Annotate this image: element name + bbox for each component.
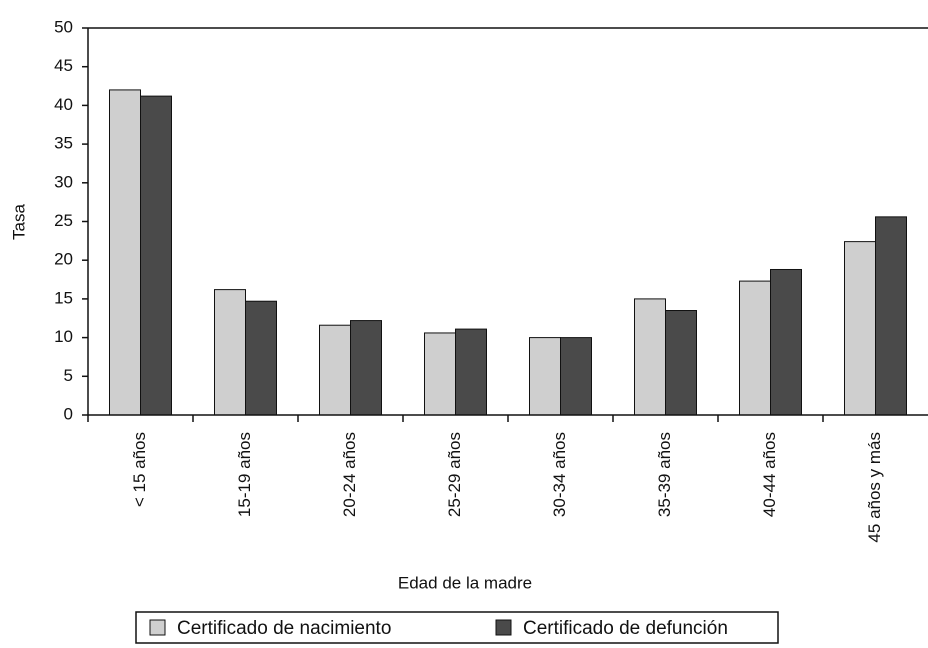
bar: [634, 298, 666, 416]
bar: [770, 268, 802, 416]
y-tick-label: 15: [54, 288, 73, 307]
legend-box: [135, 611, 779, 644]
y-tick-label: 40: [54, 95, 73, 114]
legend-swatch: [495, 619, 512, 636]
y-tick-label: 20: [54, 250, 73, 269]
x-tick-label: 45 años y más: [865, 432, 884, 543]
x-tick-label: 40-44 años: [760, 432, 779, 517]
x-axis-label: Edad de la madre: [398, 573, 532, 592]
y-tick-label: 45: [54, 56, 73, 75]
x-tick-label: 25-29 años: [445, 432, 464, 517]
bar: [319, 324, 351, 416]
legend-label: Certificado de nacimiento: [177, 618, 391, 639]
bar: [245, 300, 277, 416]
bar: [875, 216, 907, 416]
bar: [424, 332, 456, 416]
bar: [560, 337, 592, 416]
x-tick-label: 30-34 años: [550, 432, 569, 517]
y-tick-label: 0: [64, 404, 73, 423]
x-tick-label: 20-24 años: [340, 432, 359, 517]
legend-swatch: [149, 619, 166, 636]
x-tick-label: < 15 años: [130, 432, 149, 507]
x-tick-label: 15-19 años: [235, 432, 254, 517]
bar: [109, 89, 141, 416]
bar: [455, 328, 487, 416]
y-tick-label: 5: [64, 366, 73, 385]
y-tick-label: 25: [54, 211, 73, 230]
bar: [140, 95, 172, 416]
bar: [214, 289, 246, 416]
y-axis-label: Tasa: [9, 204, 28, 240]
bar: [844, 241, 876, 416]
bar: [739, 280, 771, 416]
y-tick-label: 35: [54, 134, 73, 153]
bar: [665, 310, 697, 416]
bar: [529, 337, 561, 416]
bar: [350, 320, 382, 416]
y-tick-label: 30: [54, 172, 73, 191]
legend-label: Certificado de defunción: [523, 618, 728, 639]
y-tick-label: 50: [54, 17, 73, 36]
x-tick-label: 35-39 años: [655, 432, 674, 517]
y-tick-label: 10: [54, 327, 73, 346]
